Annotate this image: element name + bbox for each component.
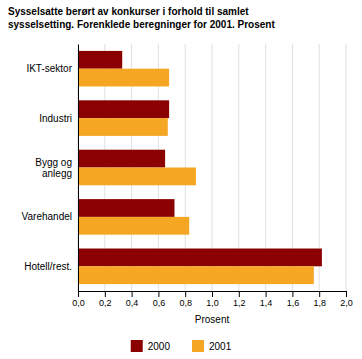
x-tick-label: 0,4 — [126, 298, 139, 308]
x-tick-mark — [319, 291, 320, 297]
x-axis-line — [79, 292, 347, 298]
y-tick: Varehandel — [22, 211, 72, 222]
x-tick-label: 1,2 — [233, 298, 246, 308]
x-tick: 1,6 — [287, 291, 300, 308]
grid-line — [78, 44, 79, 291]
x-tick-label: 0,0 — [72, 298, 85, 308]
x-axis-title: Prosent — [195, 314, 230, 325]
x-tick-mark — [346, 291, 347, 297]
x-tick: 1,4 — [260, 291, 273, 308]
y-tick-label: Industri — [39, 113, 72, 124]
legend-item: 2001 — [192, 340, 232, 352]
x-tick-label: 0,6 — [153, 298, 166, 308]
y-tick-label: IKT-sektor — [26, 63, 72, 74]
x-tick: 1,8 — [313, 291, 326, 308]
x-axis: 0,0 0,2 0,4 0,6 0,8 1,0 1,2 1,4 1,6 1,8 2,0 — [72, 291, 353, 308]
bar — [78, 69, 169, 87]
x-tick-mark — [158, 291, 159, 297]
x-tick-mark — [78, 291, 79, 297]
x-tick-label: 0,2 — [99, 298, 112, 308]
x-tick-mark — [132, 291, 133, 297]
y-tick: Bygg oganlegg — [35, 157, 72, 179]
x-tick-label: 2,0 — [340, 298, 353, 308]
x-tick: 0,4 — [126, 291, 139, 308]
y-tick: Industri — [39, 113, 72, 124]
bar — [78, 100, 169, 118]
chart: Sysselsatte berørt av konkurser i forhol… — [0, 0, 362, 359]
bar — [78, 168, 196, 186]
legend: 2000 2001 — [131, 340, 232, 352]
legend-swatch — [192, 340, 204, 352]
bar — [78, 51, 122, 69]
y-tick: Hotell/rest. — [24, 261, 72, 272]
x-tick-label: 1,6 — [287, 298, 300, 308]
x-tick-mark — [212, 291, 213, 297]
x-tick: 0,2 — [99, 291, 112, 308]
x-tick-label: 0,8 — [179, 298, 192, 308]
x-tick-mark — [185, 291, 186, 297]
x-tick: 1,2 — [233, 291, 246, 308]
x-tick-mark — [292, 291, 293, 297]
legend-swatch — [131, 340, 143, 352]
y-axis-line — [78, 45, 79, 292]
bar — [78, 217, 189, 235]
x-tick-label: 1,4 — [260, 298, 273, 308]
x-tick: 2,0 — [340, 291, 353, 308]
y-tick-label: Hotell/rest. — [24, 261, 72, 272]
bar — [78, 266, 314, 284]
x-tick: 1,0 — [206, 291, 219, 308]
x-tick: 0,0 — [72, 291, 85, 308]
x-tick-mark — [266, 291, 267, 297]
bars — [78, 51, 322, 284]
legend-item: 2000 — [131, 340, 171, 352]
legend-label: 2000 — [148, 341, 171, 352]
x-tick: 0,8 — [179, 291, 192, 308]
x-tick: 0,6 — [153, 291, 166, 308]
x-tick-label: 1,8 — [313, 298, 326, 308]
y-axis: IKT-sektor Industri Bygg oganlegg Varehande… — [22, 45, 79, 292]
bar — [78, 150, 165, 168]
x-tick-label: 1,0 — [206, 298, 219, 308]
bar — [78, 249, 322, 267]
grid — [78, 44, 346, 291]
y-tick-label: Bygg oganlegg — [35, 157, 72, 179]
grid-line — [346, 44, 347, 291]
bar — [78, 118, 168, 136]
x-tick-mark — [105, 291, 106, 297]
bar — [78, 199, 174, 217]
y-tick-label: Varehandel — [22, 211, 72, 222]
title: Sysselsatte berørt av konkurser i forhol… — [8, 6, 275, 30]
legend-label: 2001 — [209, 341, 232, 352]
x-tick-mark — [239, 291, 240, 297]
y-tick: IKT-sektor — [26, 63, 72, 74]
